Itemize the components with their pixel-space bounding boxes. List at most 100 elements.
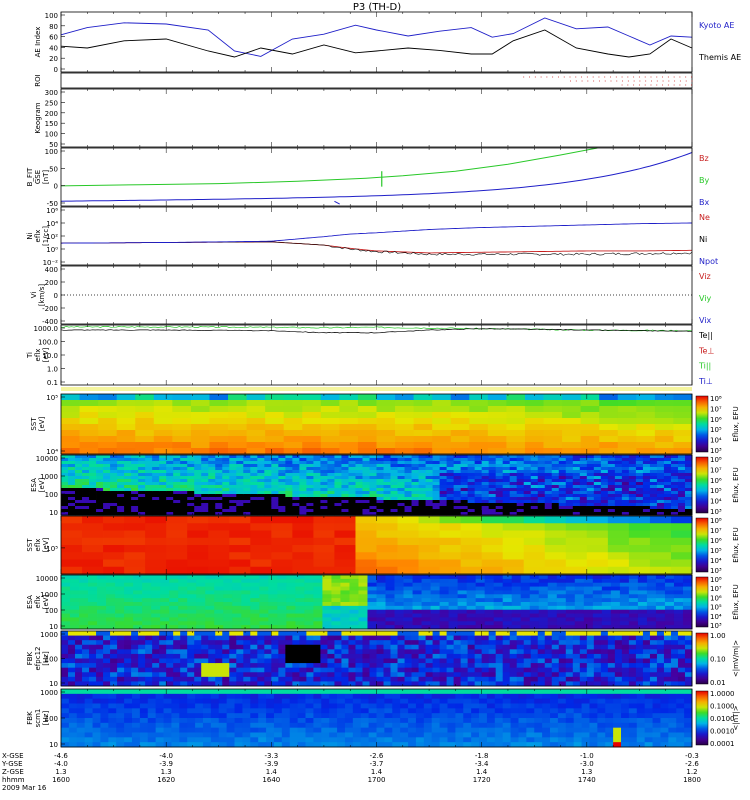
sst-ion-cell xyxy=(543,424,563,431)
esa-ion-cell xyxy=(131,494,139,498)
esa-electron-cell xyxy=(511,575,522,580)
sst-electron-cell xyxy=(313,559,335,568)
esa-electron-cell xyxy=(322,578,332,584)
fbk-e-cell xyxy=(474,658,483,664)
fbk-e-cell xyxy=(166,631,174,636)
esa-ion-cell xyxy=(488,497,497,501)
esa-ion-cell xyxy=(635,497,644,501)
fbk-e-cell xyxy=(166,635,174,641)
esa-ion-cell xyxy=(425,467,433,471)
esa-electron-cell xyxy=(457,617,468,622)
esa-electron-cell xyxy=(232,575,242,580)
roi-dot xyxy=(690,76,692,78)
roi-dot xyxy=(638,76,640,78)
roi-dot xyxy=(557,76,559,78)
sst-electron-cell xyxy=(103,566,125,575)
esa-ion-cell xyxy=(418,512,426,516)
esa-electron-cell xyxy=(322,625,332,630)
sst-ion-cell xyxy=(487,448,507,455)
fbk-e-cell xyxy=(229,649,237,655)
esa-ion-cell xyxy=(180,458,188,462)
esa-ion-cell xyxy=(390,491,398,495)
esa-electron-cell xyxy=(277,582,287,587)
esa-ion-cell xyxy=(180,503,188,507)
esa-ion-cell xyxy=(642,506,651,510)
esa-ion-cell xyxy=(684,482,693,486)
esa-ion-cell xyxy=(299,458,307,462)
esa-ion-cell xyxy=(586,470,595,474)
esa-ion-cell xyxy=(369,455,377,459)
esa-electron-cell xyxy=(628,575,639,580)
esa-ion-cell xyxy=(390,497,398,501)
esa-ion-cell xyxy=(453,455,462,459)
esa-ion-cell xyxy=(124,464,132,468)
esa-ion-cell xyxy=(551,461,560,465)
fbk-e-cell xyxy=(61,644,69,650)
sst-electron-cell xyxy=(334,516,356,524)
esa-electron-cell xyxy=(142,605,152,611)
esa-electron-cell xyxy=(511,613,522,618)
esa-ion-cell xyxy=(173,491,181,495)
fbk-e-cell xyxy=(131,635,139,641)
esa-electron-cell xyxy=(124,578,134,584)
esa-electron-cell xyxy=(664,586,675,591)
sst-electron-cell xyxy=(334,545,356,553)
sst-ion-cell xyxy=(209,424,229,431)
temperature-ylabel: [eV] xyxy=(42,347,50,362)
esa-electron-cell xyxy=(673,605,684,611)
esa-ion-cell xyxy=(313,482,321,486)
fbk-e-cell xyxy=(180,672,188,678)
esa-ion-cell xyxy=(383,455,391,459)
esa-ion-cell xyxy=(292,506,300,510)
esa-electron-cell xyxy=(349,598,359,603)
sst-ion-cell xyxy=(617,424,637,431)
esa-ion-cell xyxy=(642,488,651,492)
sst-ion-cell xyxy=(654,412,674,419)
esa-ion-cell xyxy=(481,497,490,501)
ae-legend-kyoto: Kyoto AE xyxy=(699,21,734,30)
esa-ion-cell xyxy=(551,464,560,468)
esa-electron-cell xyxy=(430,617,440,622)
esa-ion-cell xyxy=(250,482,258,486)
esa-ion-cell xyxy=(369,491,377,495)
esa-electron-cell xyxy=(556,578,567,584)
esa-ion-cell xyxy=(635,500,644,504)
fbk-e-cell xyxy=(166,667,174,673)
esa-electron-cell xyxy=(448,625,459,630)
esa-ion-cell xyxy=(607,467,616,471)
esa-electron-cell xyxy=(484,575,495,580)
sst-ion-cell xyxy=(357,412,377,419)
sst-electron-cell xyxy=(187,530,209,539)
sst-ion-cell xyxy=(636,436,656,443)
esa-electron-cell xyxy=(385,586,395,591)
esa-ion-cell xyxy=(488,458,497,462)
esa-ion-cell xyxy=(628,464,637,468)
fbk-e-cell xyxy=(131,658,139,664)
fbk-e-cell xyxy=(285,649,293,655)
sst-ion-cell xyxy=(320,406,340,413)
sst-ion-cell xyxy=(79,424,99,431)
esa-ion-cell xyxy=(341,500,349,504)
esa-ion-cell xyxy=(285,476,293,480)
esa-ion-cell xyxy=(117,476,125,480)
esa-ion-cell xyxy=(523,473,532,477)
esa-ion-cell xyxy=(187,509,195,513)
esa-electron-cell xyxy=(673,613,684,618)
fbk-e-cell xyxy=(222,653,230,659)
esa-ion-cell xyxy=(558,476,567,480)
esa-ion-cell xyxy=(474,473,483,477)
esa-ion-cell xyxy=(201,488,209,492)
esa-ion-cell xyxy=(397,476,405,480)
esa-electron-cell xyxy=(250,621,260,626)
esa-ion-cell xyxy=(166,494,174,498)
esa-ion-cell xyxy=(320,479,328,483)
sst-ion-cell xyxy=(172,406,192,413)
esa-ion-cell xyxy=(166,464,174,468)
roi-dot xyxy=(645,80,647,82)
fbk-e-cell xyxy=(124,663,132,669)
esa-electron-cell xyxy=(313,578,323,584)
esa-ion-cell xyxy=(68,467,76,471)
esa-electron-cell xyxy=(358,609,368,614)
esa-ion-cell xyxy=(467,479,476,483)
esa-ion-cell xyxy=(432,461,440,465)
